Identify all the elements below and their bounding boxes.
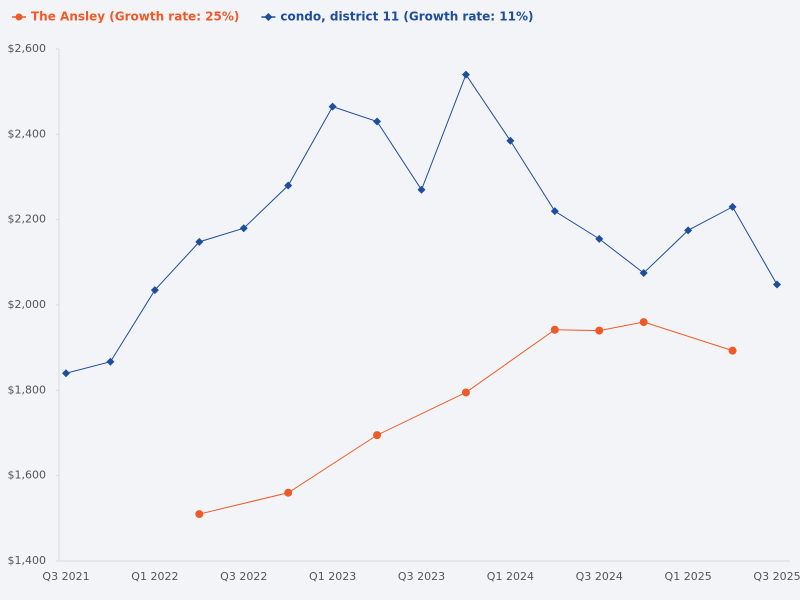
x-tick-label: Q1 2023 — [309, 570, 356, 583]
point — [373, 431, 382, 440]
point — [106, 357, 115, 366]
point — [550, 325, 559, 334]
point — [195, 510, 204, 519]
x-tick-label: Q3 2023 — [398, 570, 445, 583]
legend-marker — [264, 13, 273, 21]
point — [595, 234, 604, 243]
legend-label: condo, district 11 (Growth rate: 11%) — [280, 10, 533, 24]
point — [195, 237, 204, 246]
point — [639, 269, 648, 277]
point — [639, 318, 648, 327]
point — [728, 346, 737, 355]
series-line — [199, 321, 733, 515]
y-tick-label: $1,400 — [8, 554, 47, 567]
y-tick-label: $1,600 — [8, 469, 47, 482]
legend-label: The Ansley (Growth rate: 25%) — [31, 10, 239, 24]
y-tick-label: $2,400 — [8, 127, 47, 140]
x-tick-label: Q3 2021 — [42, 570, 89, 583]
point — [461, 70, 470, 79]
point — [461, 388, 470, 397]
point — [684, 226, 693, 235]
point — [62, 369, 70, 378]
point — [284, 488, 293, 497]
point — [284, 181, 293, 190]
point — [150, 286, 159, 295]
y-tick-label: $2,000 — [8, 298, 47, 311]
x-tick-label: Q1 2025 — [665, 570, 712, 583]
x-tick-label: Q3 2025 — [753, 570, 800, 583]
point — [239, 224, 248, 233]
point — [728, 202, 737, 211]
point — [595, 326, 604, 335]
y-tick-label: $1,800 — [8, 383, 47, 396]
legend-marker — [15, 13, 23, 21]
point — [773, 280, 781, 289]
x-tick-label: Q1 2022 — [131, 570, 178, 583]
x-tick-label: Q3 2022 — [220, 570, 267, 583]
point — [506, 136, 515, 145]
point — [550, 207, 559, 216]
y-tick-label: $2,200 — [8, 213, 47, 226]
point — [328, 102, 337, 111]
x-tick-label: Q3 2024 — [576, 570, 623, 583]
y-tick-label: $2,600 — [8, 42, 47, 55]
x-tick-label: Q1 2024 — [487, 570, 534, 583]
point — [373, 117, 382, 126]
series-line — [65, 73, 778, 374]
point — [417, 185, 426, 194]
